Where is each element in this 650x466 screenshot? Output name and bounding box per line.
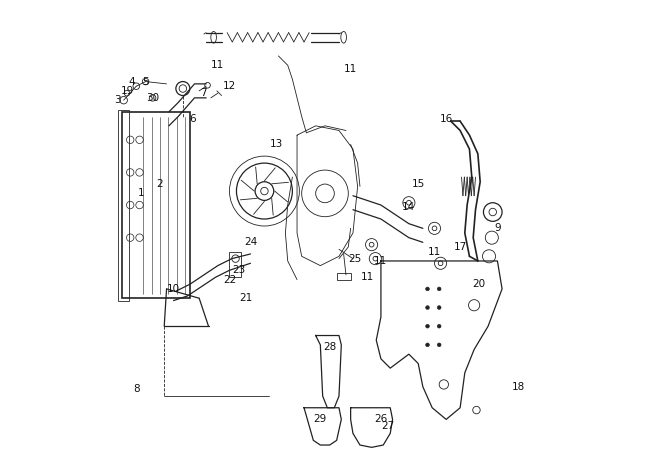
Text: 13: 13 — [270, 139, 283, 150]
Circle shape — [437, 343, 441, 347]
Text: 30: 30 — [146, 93, 159, 103]
Text: 19: 19 — [120, 86, 134, 96]
Text: 24: 24 — [244, 237, 257, 247]
Text: 11: 11 — [374, 256, 387, 266]
Text: 26: 26 — [374, 414, 387, 425]
Text: 27: 27 — [382, 421, 395, 432]
Text: 11: 11 — [360, 272, 374, 282]
Text: 11: 11 — [344, 64, 358, 74]
Bar — [118, 110, 129, 301]
Text: 16: 16 — [439, 114, 453, 124]
Circle shape — [426, 343, 430, 347]
Text: 23: 23 — [232, 265, 246, 275]
Circle shape — [437, 306, 441, 309]
Text: 22: 22 — [223, 274, 236, 285]
Text: 25: 25 — [348, 254, 362, 264]
Text: 14: 14 — [402, 202, 415, 212]
Circle shape — [426, 306, 430, 309]
Circle shape — [437, 287, 441, 291]
Bar — [122, 112, 190, 298]
Text: 28: 28 — [323, 342, 336, 352]
Text: 6: 6 — [189, 114, 196, 124]
Circle shape — [437, 324, 441, 328]
Text: 11: 11 — [428, 247, 441, 257]
Text: 1: 1 — [138, 188, 144, 199]
Text: 9: 9 — [494, 223, 500, 233]
Bar — [229, 252, 241, 277]
Text: 12: 12 — [223, 81, 236, 91]
Text: 7: 7 — [201, 88, 207, 98]
Text: 2: 2 — [156, 179, 163, 189]
Text: 11: 11 — [211, 60, 224, 70]
Text: 4: 4 — [128, 76, 135, 87]
Text: 3: 3 — [114, 95, 121, 105]
Text: 21: 21 — [239, 293, 252, 303]
Text: 15: 15 — [411, 179, 425, 189]
Circle shape — [426, 287, 430, 291]
Bar — [337, 273, 350, 280]
Text: 29: 29 — [314, 414, 327, 425]
Text: 8: 8 — [133, 384, 140, 394]
Text: 5: 5 — [142, 76, 149, 87]
Text: 20: 20 — [472, 279, 486, 289]
Text: 18: 18 — [512, 382, 525, 392]
Text: 10: 10 — [167, 284, 180, 294]
Circle shape — [426, 324, 430, 328]
Text: 17: 17 — [454, 242, 467, 252]
